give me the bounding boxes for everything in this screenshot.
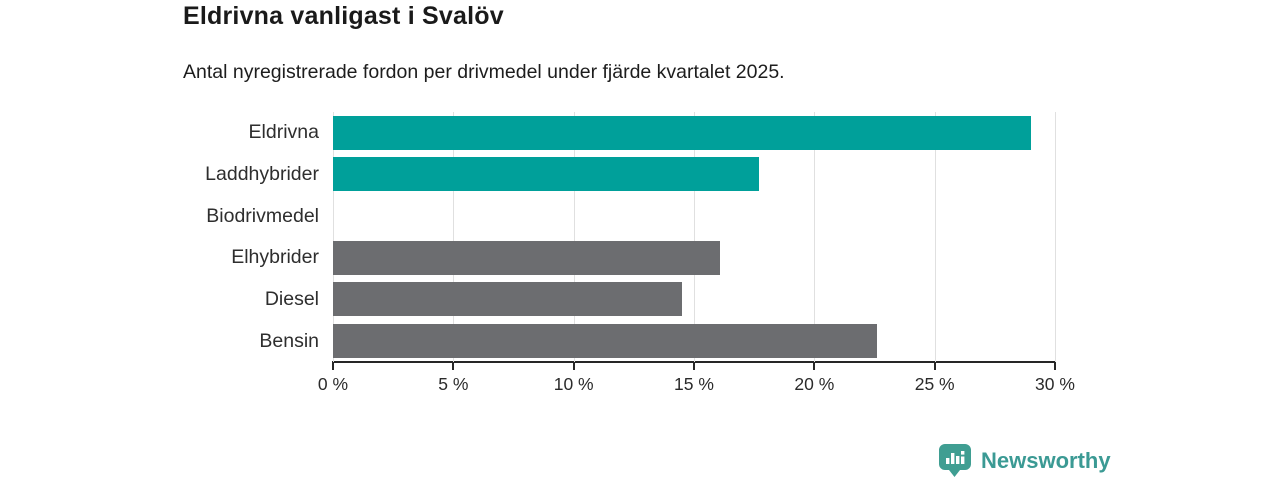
x-axis-tick-label: 20 % <box>794 374 835 394</box>
newsworthy-pin-barchart-icon <box>938 443 972 478</box>
chart-subtitle: Antal nyregistrerade fordon per drivmede… <box>183 61 785 83</box>
bar-row-eldrivna: Eldrivna <box>249 112 1055 154</box>
category-label: Diesel <box>264 287 319 310</box>
x-axis-tick-label: 30 % <box>1035 374 1075 394</box>
x-axis-tick-label: 10 % <box>553 374 594 394</box>
bar-laddhybrider[interactable] <box>333 157 759 192</box>
category-label: Elhybrider <box>231 246 319 269</box>
x-axis-line <box>332 361 1056 363</box>
bar-elhybrider[interactable] <box>333 240 721 275</box>
bar-row-laddhybrider: Laddhybrider <box>205 154 1055 196</box>
x-axis-tick-10 <box>572 363 575 370</box>
newsworthy-logo-text: Newsworthy <box>981 447 1111 473</box>
gridline-20 <box>814 112 816 362</box>
chart-title: Eldrivna vanligast i Svalöv <box>183 2 504 30</box>
x-axis-tick-20 <box>813 363 816 370</box>
gridline-10 <box>573 112 575 362</box>
gridline-15 <box>694 112 695 362</box>
bar-eldrivna[interactable] <box>333 115 1031 150</box>
category-label: Biodrivmedel <box>206 204 319 227</box>
x-axis-tick-25 <box>933 363 936 370</box>
gridline-25 <box>934 112 936 362</box>
x-axis-tick-label: 5 % <box>438 374 469 394</box>
bar-row-elhybrider: Elhybrider <box>231 237 1055 279</box>
x-axis-tick-30 <box>1054 363 1056 370</box>
bar-row-biodrivmedel: Biodrivmedel <box>206 195 1055 237</box>
bar-row-bensin: Bensin <box>259 320 1055 362</box>
x-axis-tick-label: 15 % <box>674 374 714 394</box>
category-label: Eldrivna <box>248 121 319 144</box>
bar-bensin[interactable] <box>333 324 877 359</box>
gridline-5 <box>453 112 455 362</box>
x-axis-tick-5 <box>452 363 455 370</box>
plot-area: 0 % 5 % 10 % 15 % 20 % 25 % 30 % Eldrivna Laddhy… <box>205 112 1075 394</box>
x-axis-tick-label: 0 % <box>317 374 349 394</box>
x-axis-tick-0 <box>332 363 334 370</box>
gridline-30 <box>1055 112 1056 362</box>
x-axis-tick-label: 25 % <box>914 374 955 394</box>
bar-row-diesel: Diesel <box>265 279 1055 321</box>
category-label: Bensin <box>259 329 319 352</box>
bar-diesel[interactable] <box>333 282 682 317</box>
gridline-0 <box>333 112 334 362</box>
category-label: Laddhybrider <box>205 162 319 185</box>
x-axis-tick-15 <box>693 363 695 370</box>
newsworthy-logo[interactable]: Newsworthy <box>938 443 1111 478</box>
